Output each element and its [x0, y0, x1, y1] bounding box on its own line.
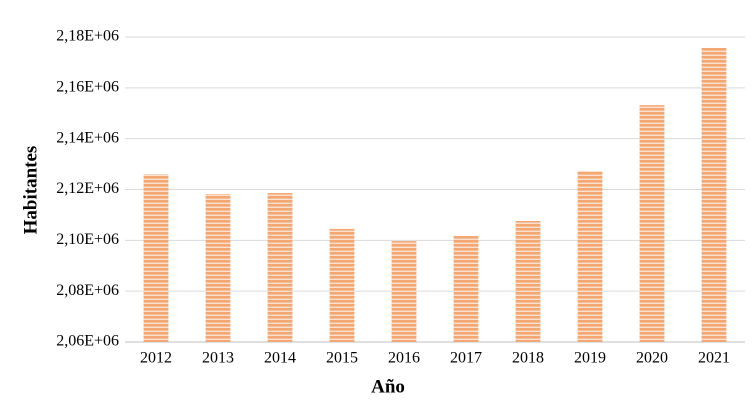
bar [267, 193, 293, 342]
bar [453, 236, 479, 342]
y-tick-label: 2,08E+06 [56, 282, 119, 299]
y-tick-label: 2,06E+06 [56, 333, 119, 350]
bar [701, 47, 727, 342]
x-tick-label: 2016 [388, 350, 420, 367]
bar [639, 105, 665, 342]
x-tick-label: 2015 [326, 350, 358, 367]
bar [329, 228, 355, 342]
x-tick-label: 2017 [450, 350, 482, 367]
x-axis-title: Año [371, 376, 405, 397]
x-tick-label: 2021 [698, 350, 730, 367]
bar [515, 221, 541, 342]
bar [577, 170, 603, 342]
y-tick-label: 2,16E+06 [56, 79, 119, 96]
y-tick-label: 2,14E+06 [56, 129, 119, 146]
x-tick-label: 2019 [574, 350, 606, 367]
bar [205, 194, 231, 342]
x-tick-label: 2013 [202, 350, 234, 367]
x-tick-label: 2018 [512, 350, 544, 367]
y-tick-label: 2,10E+06 [56, 231, 119, 248]
x-tick-label: 2020 [636, 350, 668, 367]
x-tick-label: 2014 [264, 350, 296, 367]
bar [391, 241, 417, 342]
bar [143, 174, 169, 342]
y-axis-title: Habitantes [20, 146, 41, 235]
y-tick-label: 2,18E+06 [56, 28, 119, 45]
x-tick-label: 2012 [140, 350, 172, 367]
y-tick-label: 2,12E+06 [56, 180, 119, 197]
